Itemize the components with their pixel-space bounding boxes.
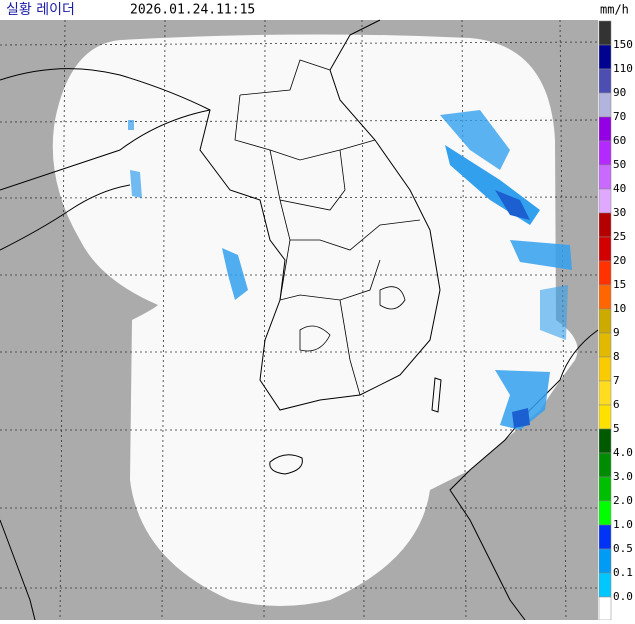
legend-swatch bbox=[598, 404, 612, 430]
legend-label: 3.0 bbox=[613, 470, 633, 483]
legend-label: 15 bbox=[613, 278, 626, 291]
legend-label: 4.0 bbox=[613, 446, 633, 459]
legend-label: 30 bbox=[613, 206, 626, 219]
legend-label: 70 bbox=[613, 110, 626, 123]
legend-swatch bbox=[598, 140, 612, 166]
legend-label: 0.5 bbox=[613, 542, 633, 555]
legend-swatch bbox=[598, 92, 612, 118]
map bbox=[0, 19, 599, 621]
legend-label: 25 bbox=[613, 230, 626, 243]
legend-label: 60 bbox=[613, 134, 626, 147]
legend-label: 10 bbox=[613, 302, 626, 315]
province-borders bbox=[234, 59, 421, 396]
legend-label: 6 bbox=[613, 398, 620, 411]
legend-swatch bbox=[598, 380, 612, 406]
legend-label: 9 bbox=[613, 326, 620, 339]
legend-swatch bbox=[598, 68, 612, 94]
legend-label: 0.0 bbox=[613, 590, 633, 603]
coastlines bbox=[0, 19, 599, 621]
legend-swatch bbox=[598, 308, 612, 334]
legend-label: 150 bbox=[613, 38, 633, 51]
legend-swatch bbox=[598, 332, 612, 358]
legend-swatch bbox=[598, 260, 612, 286]
legend-label: 0.1 bbox=[613, 566, 633, 579]
legend-swatch bbox=[598, 572, 612, 598]
timestamp: 2026.01.24.11:15 bbox=[130, 3, 255, 18]
legend-label: 5 bbox=[613, 422, 620, 435]
legend-label: 90 bbox=[613, 86, 626, 99]
legend-swatch bbox=[598, 284, 612, 310]
legend-swatch bbox=[598, 476, 612, 502]
legend-swatch bbox=[598, 500, 612, 526]
legend-label: 8 bbox=[613, 350, 620, 363]
legend-swatch bbox=[598, 116, 612, 142]
legend-swatch bbox=[598, 164, 612, 190]
legend-label: 110 bbox=[613, 62, 633, 75]
legend-swatch bbox=[598, 236, 612, 262]
precipitation-echoes bbox=[128, 110, 572, 430]
legend-label: 7 bbox=[613, 374, 620, 387]
legend-label: 1.0 bbox=[613, 518, 633, 531]
legend-swatch bbox=[598, 356, 612, 382]
title: 실황 레이더 bbox=[6, 2, 75, 18]
legend-swatch bbox=[598, 548, 612, 574]
legend-swatch bbox=[598, 212, 612, 238]
legend-label: 20 bbox=[613, 254, 626, 267]
unit: mm/h bbox=[600, 3, 629, 17]
legend-swatch bbox=[598, 188, 612, 214]
legend-swatch bbox=[598, 452, 612, 478]
legend-swatch bbox=[598, 44, 612, 70]
legend-swatch bbox=[598, 596, 612, 621]
legend: 150 110 90 70 60 50 40 30 25 20 15 10 9 8 7 6 5 4.0 3.0 2.0… bbox=[598, 20, 633, 621]
legend-swatch bbox=[598, 20, 612, 46]
legend-swatch bbox=[598, 428, 612, 454]
legend-label: 50 bbox=[613, 158, 626, 171]
legend-swatch bbox=[598, 524, 612, 550]
header-bar bbox=[0, 0, 635, 20]
radar-coverage bbox=[52, 34, 578, 606]
legend-label: 40 bbox=[613, 182, 626, 195]
legend-label: 2.0 bbox=[613, 494, 633, 507]
